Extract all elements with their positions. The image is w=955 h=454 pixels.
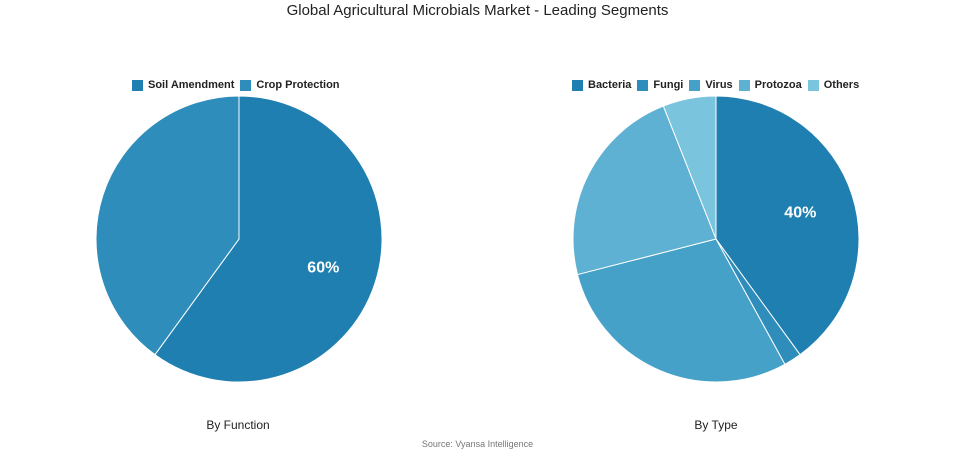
legend-item-soil-amendment: Soil Amendment xyxy=(132,79,234,91)
data-label-soil-amendment: 60% xyxy=(307,259,339,276)
legend-swatch xyxy=(132,79,143,91)
subtitle-by-function: By Function xyxy=(206,418,270,432)
pie-slice-others xyxy=(662,95,717,240)
legend-swatch xyxy=(572,79,583,91)
legend-by-type: Bacteria Fungi Virus Protozoa Others xyxy=(572,79,865,91)
legend-label: Others xyxy=(823,79,860,91)
legend-by-function: Soil Amendment Crop Protection xyxy=(132,79,346,91)
pie-slice-virus xyxy=(576,238,786,383)
pie-slice-crop-protection xyxy=(95,95,240,356)
legend-label: Bacteria xyxy=(588,79,632,91)
pie-by-function: 60% xyxy=(95,95,383,383)
pie-slice-protozoa xyxy=(572,105,717,276)
legend-swatch xyxy=(240,79,252,91)
legend-item-virus: Virus xyxy=(689,79,733,91)
chart-title: Global Agricultural Microbials Market - … xyxy=(286,2,669,19)
legend-swatch xyxy=(807,79,819,91)
legend-item-crop-protection: Crop Protection xyxy=(240,79,340,91)
data-label-bacteria: 40% xyxy=(784,205,816,222)
pie-by-type: 40% xyxy=(572,95,860,383)
legend-item-fungi: Fungi xyxy=(637,79,683,91)
legend-label: Fungi xyxy=(653,79,684,91)
legend-swatch xyxy=(637,79,649,91)
legend-label: Virus xyxy=(705,79,733,91)
legend-label: Crop Protection xyxy=(256,79,340,91)
legend-label: Soil Amendment xyxy=(148,79,235,91)
subtitle-by-type: By Type xyxy=(694,418,738,432)
legend-item-protozoa: Protozoa xyxy=(738,79,802,91)
legend-swatch xyxy=(738,79,750,91)
legend-item-bacteria: Bacteria xyxy=(572,79,631,91)
pie-slice-bacteria xyxy=(715,95,860,356)
legend-item-others: Others xyxy=(807,79,860,91)
source-note: Source: Vyansa Intelligence xyxy=(421,439,534,449)
legend-label: Protozoa xyxy=(754,79,802,91)
pie-slice-soil-amendment xyxy=(154,95,383,383)
legend-swatch xyxy=(689,79,701,91)
